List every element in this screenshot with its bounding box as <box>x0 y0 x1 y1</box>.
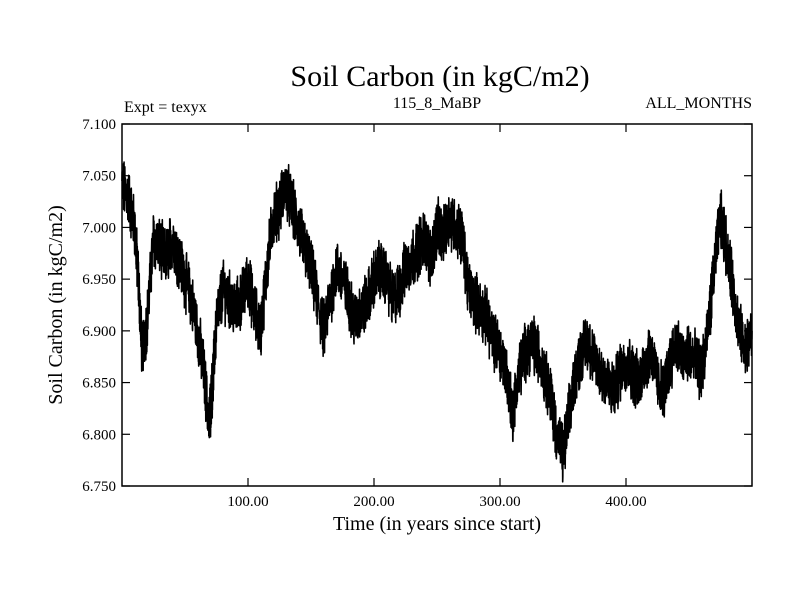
plot-area <box>121 161 753 483</box>
x-tick-label: 400.00 <box>605 494 646 510</box>
y-tick-label: 7.050 <box>82 169 116 185</box>
plot-frame <box>121 123 753 487</box>
y-tick-label: 6.750 <box>82 479 116 495</box>
x-tick-label: 300.00 <box>479 494 520 510</box>
x-axis-title: Time (in years since start) <box>333 513 541 535</box>
subtitle-left: Expt = texyx <box>124 99 207 116</box>
x-tick-label: 200.00 <box>353 494 394 510</box>
y-tick-label: 7.000 <box>82 220 116 236</box>
x-tick-label: 100.00 <box>227 494 268 510</box>
subtitle-right: ALL_MONTHS <box>645 95 752 112</box>
y-tick-label: 6.850 <box>82 376 116 392</box>
subtitle-center: 115_8_MaBP <box>393 95 481 112</box>
y-axis-title: Soil Carbon (in kgC/m2) <box>45 205 67 404</box>
y-tick-label: 6.900 <box>82 324 116 340</box>
x-axis: 100.00 200.00 300.00 400.00 <box>227 124 647 510</box>
y-tick-label: 6.950 <box>82 272 116 288</box>
y-tick-label: 7.100 <box>82 117 116 133</box>
chart-title: Soil Carbon (in kgC/m2) <box>290 60 589 93</box>
y-tick-label: 6.800 <box>82 427 116 443</box>
y-axis: 6.750 6.800 6.850 6.900 6.950 7.000 7.050 7.100 <box>82 117 752 495</box>
series-line <box>121 161 753 483</box>
